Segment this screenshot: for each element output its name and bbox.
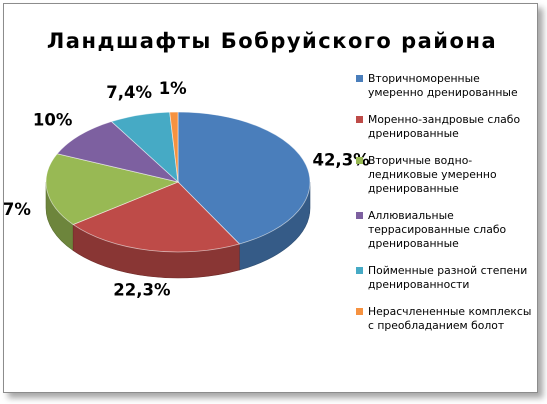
- legend-label-3: Аллювиальные террасированные слабо дрениро…: [368, 209, 506, 250]
- legend-entry-3: Аллювиальные террасированные слабо дрениро…: [356, 209, 506, 250]
- legend-marker-2: [356, 157, 363, 164]
- legend-label-0: Вторичноморенные умеренно дренированные: [368, 72, 518, 99]
- data-label-2: 17%: [4, 200, 31, 219]
- pie-slice-2: [45, 153, 180, 226]
- chart-title: Ландшафты Бобруйского района: [47, 29, 497, 53]
- data-labels: 42,3% 22,3% 17% 10% 7,4% 1%: [4, 79, 370, 299]
- data-label-1: 22,3%: [113, 280, 171, 299]
- pie-slice-1: [72, 181, 241, 253]
- data-label-4: 7,4%: [106, 83, 152, 102]
- pie-slice-0: [177, 111, 311, 245]
- legend-marker-4: [356, 267, 363, 274]
- legend-marker-1: [356, 116, 363, 123]
- legend-entry-5: Нерасчлененные комплексы с преобладанием …: [356, 305, 531, 332]
- pie-group: [45, 111, 311, 279]
- pie-slice-5: [169, 111, 179, 183]
- legend-marker-3: [356, 212, 363, 219]
- data-label-0: 42,3%: [312, 150, 370, 169]
- legend-label-1: Моренно-зандровые слабо дренированные: [368, 113, 520, 140]
- data-label-5: 1%: [159, 79, 187, 98]
- legend-entry-4: Пойменные разной степени дренированности: [356, 264, 527, 291]
- pie-slice-3: [56, 121, 180, 183]
- legend-entry-2: Вторичные водно-ледниковые умеренно дрени…: [356, 154, 497, 195]
- data-label-3: 10%: [33, 110, 73, 129]
- legend-entry-0: Вторичноморенные умеренно дренированные: [356, 72, 518, 99]
- legend-label-2: Вторичные водно-ледниковые умеренно дрени…: [368, 154, 497, 195]
- legend-marker-5: [356, 308, 363, 315]
- legend-label-4: Пойменные разной степени дренированности: [368, 264, 527, 291]
- legend: Вторичноморенные умеренно дренированные Мо…: [356, 72, 531, 332]
- chart-frame: Ландшафты Бобруйского района 42,3% 22,3% 1…: [3, 3, 538, 393]
- pie-chart: Ландшафты Бобруйского района 42,3% 22,3% 1…: [4, 29, 531, 332]
- legend-label-5: Нерасчлененные комплексы с преобладанием …: [368, 305, 531, 332]
- legend-marker-0: [356, 75, 363, 82]
- legend-entry-1: Моренно-зандровые слабо дренированные: [356, 113, 520, 140]
